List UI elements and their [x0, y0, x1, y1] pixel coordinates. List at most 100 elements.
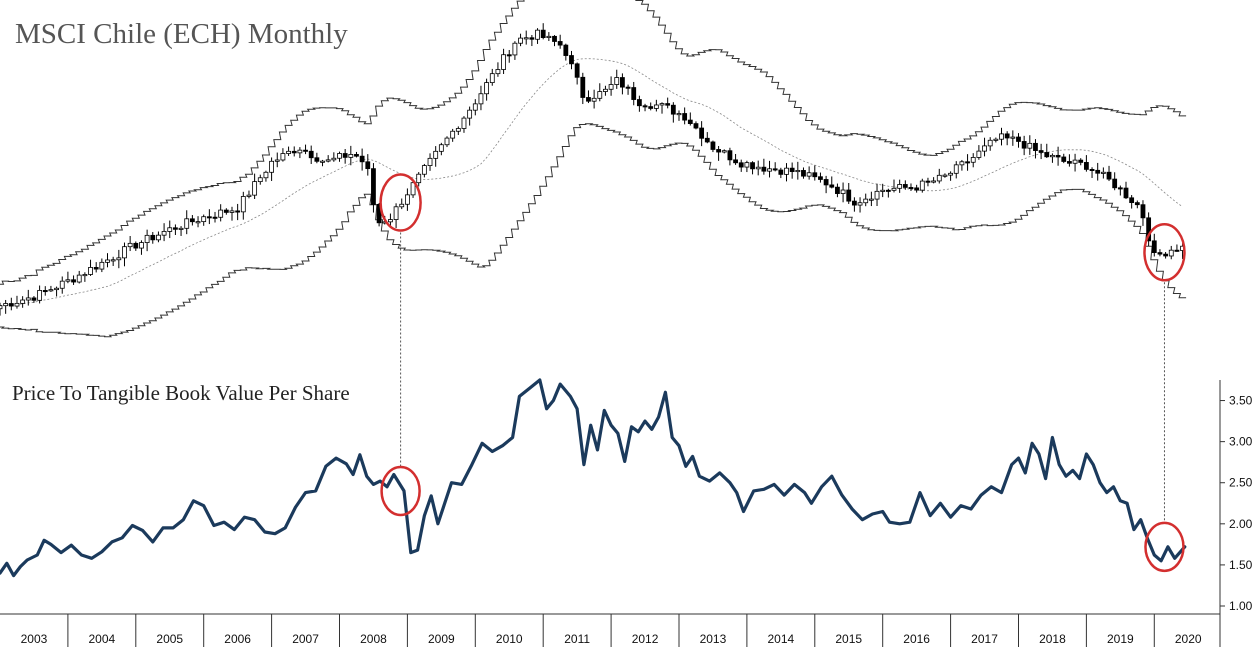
candle-down — [529, 37, 535, 40]
candle-up — [99, 261, 105, 270]
year-tick-label: 2018 — [1039, 632, 1066, 646]
year-tick-label: 2016 — [903, 632, 930, 646]
candle-down — [71, 279, 76, 283]
candle-down — [1044, 152, 1050, 158]
candle-up — [156, 234, 161, 241]
candle-up — [280, 153, 286, 161]
candle-up — [659, 103, 665, 106]
candle-up — [982, 145, 987, 152]
candle-down — [291, 150, 297, 154]
candle-down — [750, 162, 755, 170]
candle-up — [337, 153, 342, 159]
candle-down — [1112, 178, 1118, 189]
candle-down — [885, 189, 891, 192]
candle-down — [506, 54, 512, 57]
candle-down — [727, 150, 733, 161]
candle-down — [150, 234, 156, 241]
candle-up — [721, 150, 727, 153]
candle-up — [410, 182, 416, 196]
candle-up — [993, 138, 999, 141]
candle-down — [540, 29, 546, 39]
candle-down — [1163, 253, 1169, 257]
candle-up — [122, 246, 127, 259]
candle-down — [173, 227, 178, 230]
candle-up — [936, 174, 942, 182]
candle-up — [331, 157, 337, 161]
candle-down — [914, 187, 920, 191]
candle-up — [269, 160, 274, 173]
year-tick-label: 2012 — [632, 632, 659, 646]
candle-down — [716, 149, 721, 153]
candle-down — [682, 113, 688, 121]
candle-down — [908, 187, 914, 190]
candle-down — [303, 149, 308, 152]
candle-up — [489, 73, 495, 84]
candle-down — [359, 155, 365, 163]
candle-up — [246, 194, 252, 197]
candle-down — [761, 166, 767, 172]
candle-down — [308, 150, 314, 159]
candle-up — [755, 166, 761, 170]
year-tick-label: 2010 — [496, 632, 523, 646]
ptbv-y-axis: 1.00 1.50 2.00 2.50 3.00 3.50 — [1220, 394, 1253, 613]
candle-up — [48, 289, 54, 292]
annotations — [379, 173, 1186, 573]
year-tick-label: 2011 — [564, 632, 590, 646]
candle-up — [535, 29, 540, 40]
candle-down — [846, 189, 852, 202]
year-tick-label: 2004 — [88, 632, 115, 646]
y-tick-label: 3.50 — [1229, 394, 1253, 408]
candle-down — [1151, 240, 1157, 253]
candle-down — [704, 137, 710, 143]
candle-down — [557, 41, 563, 46]
year-tick-label: 2006 — [224, 632, 251, 646]
candle-down — [93, 267, 99, 270]
candle-up — [450, 130, 456, 139]
candle-up — [970, 157, 976, 163]
candle-up — [178, 227, 184, 230]
y-tick-label: 2.50 — [1229, 476, 1253, 490]
candle-down — [851, 200, 857, 206]
candle-down — [1021, 141, 1027, 149]
candle-down — [212, 216, 218, 219]
candle-up — [999, 133, 1004, 140]
candle-up — [348, 154, 354, 158]
candle-up — [444, 137, 450, 146]
candle-down — [580, 76, 586, 98]
candle-down — [1078, 159, 1084, 163]
candle-down — [1016, 136, 1021, 142]
candle-down — [1033, 142, 1038, 151]
candle-up — [0, 305, 3, 310]
candle-up — [484, 82, 490, 95]
candle-down — [42, 290, 48, 293]
candle-down — [31, 297, 37, 301]
candle-up — [325, 159, 331, 162]
candle-up — [65, 279, 71, 282]
candle-down — [823, 179, 829, 186]
candle-down — [693, 123, 699, 129]
candle-up — [863, 198, 869, 204]
candle-down — [8, 303, 14, 307]
y-tick-label: 3.00 — [1229, 435, 1253, 449]
candle-up — [201, 216, 207, 223]
candle-up — [857, 202, 863, 206]
candle-up — [3, 303, 9, 307]
candle-down — [818, 176, 823, 180]
candle-down — [552, 35, 557, 42]
candle-up — [433, 150, 439, 159]
candle-up — [252, 181, 258, 196]
candle-up — [110, 259, 116, 262]
candle-down — [354, 154, 359, 157]
candle-up — [88, 267, 93, 275]
candle-down — [1089, 169, 1095, 172]
year-tick-label: 2005 — [156, 632, 183, 646]
price-chart-title: MSCI Chile (ECH) Monthly — [15, 18, 348, 50]
candle-up — [1027, 142, 1033, 149]
y-tick-label: 1.50 — [1229, 558, 1253, 572]
ptbv-chart-title: Price To Tangible Book Value Per Share — [12, 381, 350, 405]
year-tick-label: 2013 — [700, 632, 727, 646]
candle-down — [835, 186, 840, 194]
candle-up — [263, 171, 269, 179]
candle-down — [1067, 161, 1072, 164]
upper-band — [0, 0, 1187, 285]
